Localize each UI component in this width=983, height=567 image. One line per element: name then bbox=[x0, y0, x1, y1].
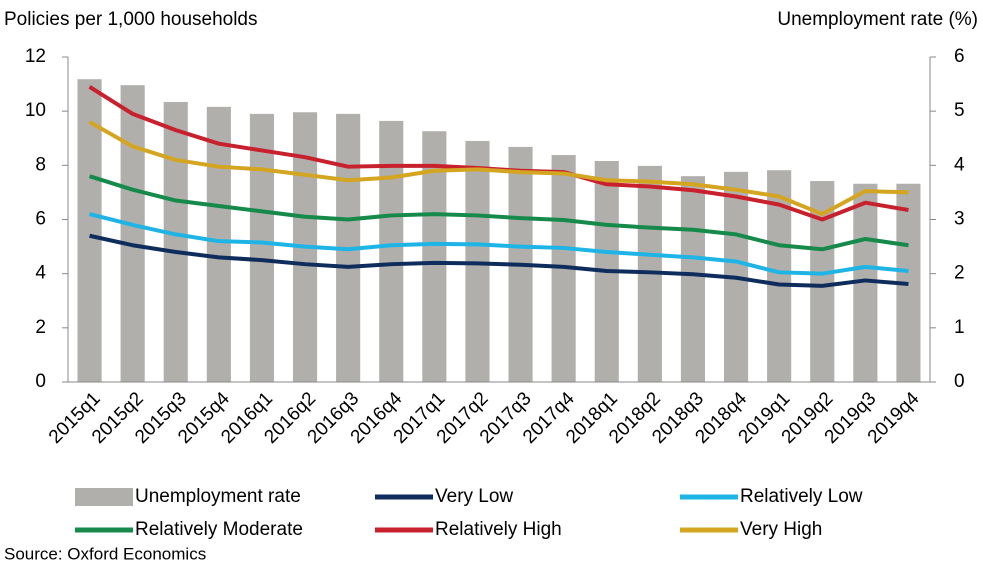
bar bbox=[206, 106, 231, 382]
y-tick-label: 0 bbox=[35, 371, 46, 392]
y2-tick-label: 0 bbox=[954, 371, 965, 392]
bar bbox=[379, 120, 404, 383]
line-series bbox=[89, 212, 909, 276]
bar bbox=[163, 101, 188, 382]
line-series bbox=[89, 233, 909, 288]
legend-swatch bbox=[75, 488, 133, 506]
y-tick-label: 2 bbox=[35, 317, 46, 338]
line-series bbox=[88, 174, 909, 252]
legend-label: Relatively Moderate bbox=[135, 519, 303, 540]
y2-tick-label: 5 bbox=[954, 100, 965, 121]
legend-label: Very High bbox=[740, 519, 822, 540]
legend-label: Unemployment rate bbox=[135, 486, 301, 507]
y-tick-label: 6 bbox=[35, 209, 46, 230]
y2-axis-title: Unemployment rate (%) bbox=[777, 9, 978, 30]
legend-label: Relatively Low bbox=[740, 486, 863, 507]
legend-label: Very Low bbox=[435, 486, 513, 507]
bar bbox=[249, 113, 275, 382]
y2-tick-label: 6 bbox=[954, 46, 965, 67]
source-note: Source: Oxford Economics bbox=[4, 544, 206, 563]
y2-tick-label: 4 bbox=[954, 154, 965, 175]
y-tick-label: 8 bbox=[35, 154, 46, 175]
bar bbox=[680, 176, 706, 382]
y2-tick-label: 2 bbox=[954, 263, 965, 284]
y-tick-label: 4 bbox=[35, 263, 46, 284]
y-tick-label: 12 bbox=[25, 46, 46, 67]
y2-tick-label: 3 bbox=[954, 209, 965, 230]
bar bbox=[77, 79, 102, 382]
y-axis-title: Policies per 1,000 households bbox=[4, 9, 258, 30]
y-tick-label: 10 bbox=[25, 100, 46, 121]
legend-label: Relatively High bbox=[435, 519, 562, 540]
bar bbox=[120, 85, 145, 383]
y2-tick-label: 1 bbox=[954, 317, 965, 338]
line-series bbox=[88, 120, 909, 217]
